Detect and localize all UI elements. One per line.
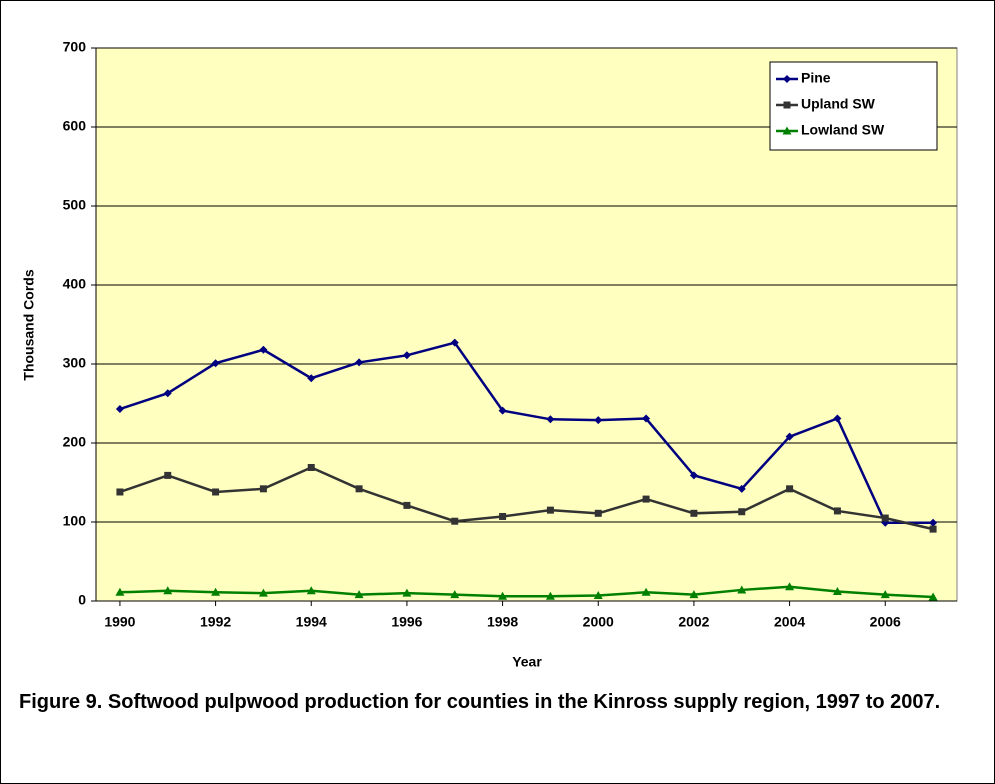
marker xyxy=(738,508,746,516)
marker xyxy=(881,514,889,522)
marker xyxy=(689,471,698,480)
marker xyxy=(642,495,650,503)
marker xyxy=(164,471,172,479)
marker xyxy=(498,406,507,415)
marker xyxy=(307,463,315,471)
marker xyxy=(163,389,172,398)
marker xyxy=(782,126,792,135)
marker xyxy=(403,501,411,509)
y-tick-label: 600 xyxy=(63,118,87,134)
y-tick-label: 700 xyxy=(63,39,87,55)
marker xyxy=(545,591,555,600)
x-tick-label: 2004 xyxy=(774,614,805,630)
y-tick-label: 500 xyxy=(63,197,87,213)
marker xyxy=(163,586,173,595)
legend-label: Pine xyxy=(801,70,831,86)
marker xyxy=(832,587,842,596)
marker xyxy=(259,345,268,354)
marker xyxy=(259,485,267,493)
x-tick-label: 2006 xyxy=(870,614,901,630)
marker xyxy=(929,525,937,533)
marker xyxy=(211,587,221,596)
marker xyxy=(833,507,841,515)
marker xyxy=(402,588,412,597)
marker xyxy=(307,374,316,383)
marker xyxy=(641,587,651,596)
marker xyxy=(306,586,316,595)
marker xyxy=(546,415,555,424)
marker xyxy=(594,416,603,425)
marker xyxy=(499,512,507,520)
x-tick-label: 2002 xyxy=(678,614,709,630)
caption: Figure 9. Softwood pulpwood production f… xyxy=(19,691,941,713)
marker xyxy=(450,590,460,599)
marker xyxy=(115,405,124,414)
marker xyxy=(498,591,508,600)
marker xyxy=(783,75,791,83)
x-tick-label: 1992 xyxy=(200,614,231,630)
marker xyxy=(212,488,220,496)
y-tick-label: 100 xyxy=(63,513,87,529)
y-axis-label: Thousand Cords xyxy=(21,269,37,380)
marker xyxy=(689,590,699,599)
x-tick-label: 1994 xyxy=(296,614,327,630)
series-line xyxy=(119,585,934,599)
y-tick-label: 400 xyxy=(63,276,87,292)
x-tick-label: 2000 xyxy=(583,614,614,630)
marker xyxy=(642,414,651,423)
series-line xyxy=(119,341,934,525)
x-tick-label: 1990 xyxy=(104,614,135,630)
legend-label: Lowland SW xyxy=(801,122,885,138)
marker xyxy=(546,506,554,514)
y-tick-label: 200 xyxy=(63,434,87,450)
x-tick-label: 1998 xyxy=(487,614,518,630)
y-tick-label: 0 xyxy=(78,592,86,608)
marker xyxy=(737,484,746,493)
marker xyxy=(690,509,698,517)
marker xyxy=(594,509,602,517)
marker xyxy=(258,588,268,597)
marker xyxy=(355,485,363,493)
marker xyxy=(402,351,411,360)
marker xyxy=(880,590,890,599)
y-tick-label: 300 xyxy=(63,355,87,371)
marker xyxy=(593,590,603,599)
marker xyxy=(737,585,747,594)
marker xyxy=(116,488,124,496)
marker xyxy=(783,101,791,109)
marker xyxy=(354,590,364,599)
marker xyxy=(786,485,794,493)
x-axis-label: Year xyxy=(512,654,542,670)
marker xyxy=(785,432,794,441)
marker xyxy=(929,518,938,527)
marker xyxy=(785,582,795,591)
marker xyxy=(450,338,459,347)
marker xyxy=(451,517,459,525)
marker xyxy=(355,358,364,367)
series-line xyxy=(119,466,934,531)
marker xyxy=(833,414,842,423)
legend-label: Upland SW xyxy=(801,96,876,112)
marker xyxy=(115,587,125,596)
marker xyxy=(928,592,938,601)
marker xyxy=(211,359,220,368)
x-tick-label: 1996 xyxy=(391,614,422,630)
